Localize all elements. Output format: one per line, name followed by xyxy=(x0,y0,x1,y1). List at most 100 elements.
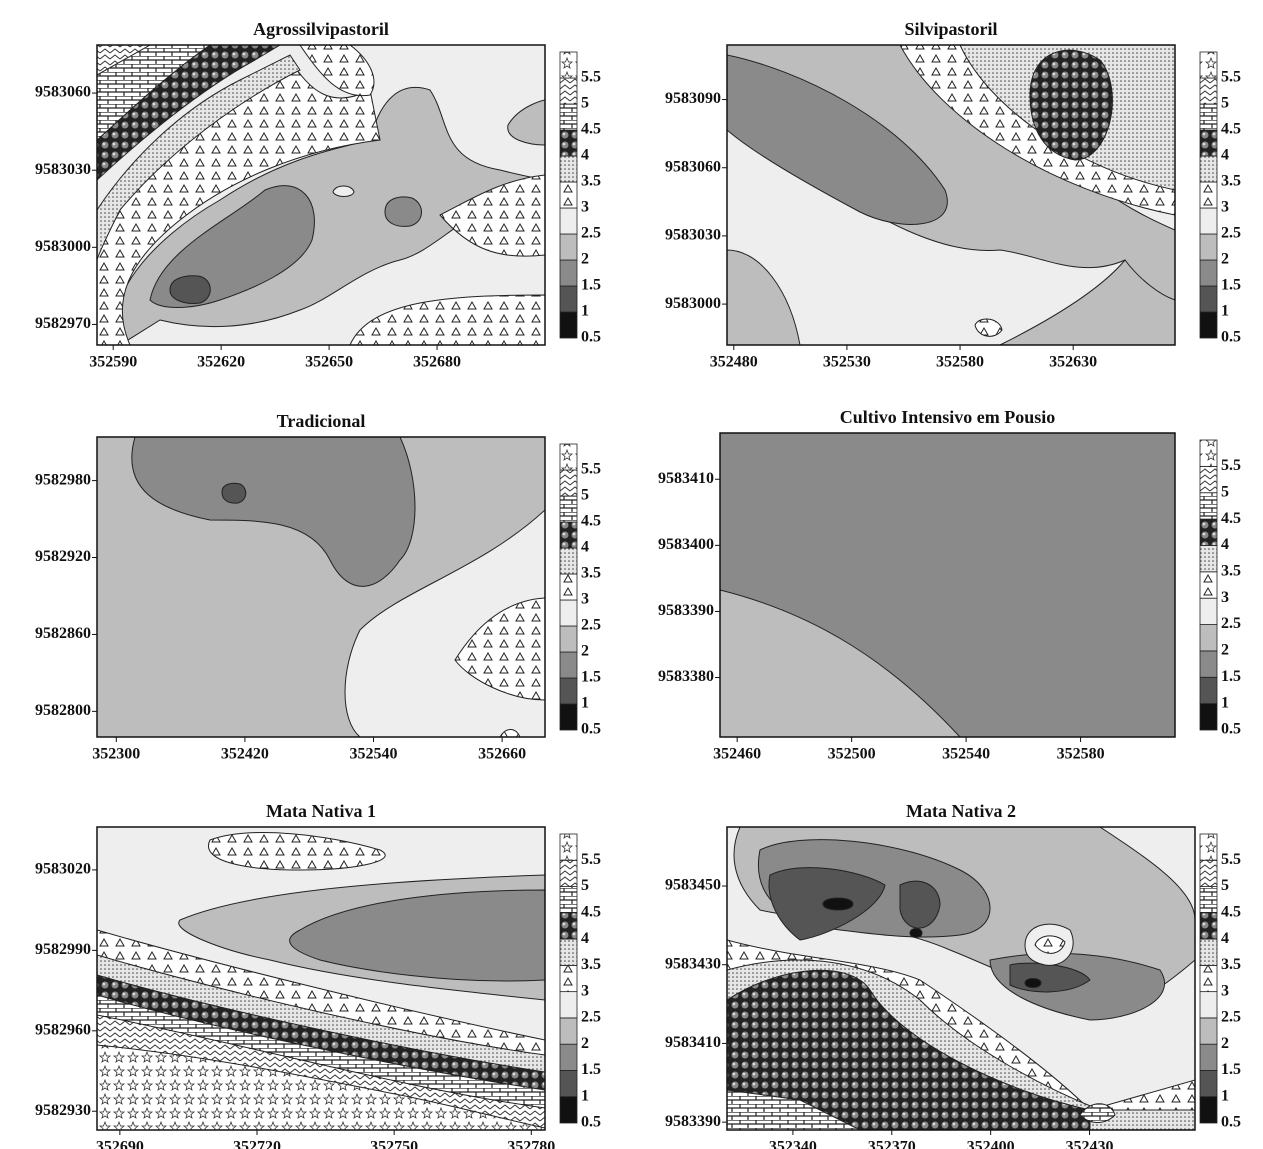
colorbar-bin xyxy=(1199,938,1218,966)
contour-area xyxy=(727,827,1195,1130)
y-tick-label: 9582980 xyxy=(35,471,91,488)
y-tick-label: 9582960 xyxy=(35,1021,91,1038)
colorbar-label: 5 xyxy=(1221,95,1229,112)
colorbar-bin xyxy=(1199,650,1218,678)
contour-region xyxy=(384,196,422,227)
colorbar-bin xyxy=(1199,103,1218,131)
colorbar-bin xyxy=(1199,703,1218,731)
y-tick-label: 9582930 xyxy=(35,1102,91,1119)
y-tick-label: 9583390 xyxy=(658,602,714,619)
colorbar-label: 5.5 xyxy=(1221,69,1241,86)
contour-region xyxy=(1024,978,1042,988)
x-tick-label: 352650 xyxy=(305,354,353,371)
colorbar-label: 5 xyxy=(581,487,589,504)
colorbar-bin xyxy=(559,1070,578,1098)
x-tick-label: 352370 xyxy=(868,1139,916,1149)
colorbar-bin xyxy=(559,469,578,497)
x-tick-label: 352680 xyxy=(413,354,461,371)
plot-frame xyxy=(96,44,546,346)
x-tick-label: 352460 xyxy=(713,746,761,763)
colorbar-bin xyxy=(1199,991,1218,1019)
contour-region xyxy=(299,45,375,97)
plot-frame xyxy=(726,44,1176,346)
contour-region xyxy=(999,259,1175,345)
colorbar-bin xyxy=(559,51,578,79)
colorbar-label: 5.5 xyxy=(1221,457,1241,474)
y-tick-label: 9583410 xyxy=(658,470,714,487)
colorbar-label: 4 xyxy=(581,147,589,164)
x-tick-label: 352300 xyxy=(92,746,140,763)
colorbar-label: 5 xyxy=(581,877,589,894)
colorbar-bin xyxy=(559,964,578,993)
colorbar-label: 1 xyxy=(581,1087,589,1104)
x-tick-label: 352340 xyxy=(769,1139,817,1149)
contour-region xyxy=(454,597,545,701)
colorbar-bin xyxy=(1199,518,1218,546)
y-tick-label: 9583390 xyxy=(665,1113,721,1130)
colorbar-label: 4.5 xyxy=(1221,510,1241,527)
colorbar-label: 3 xyxy=(1221,589,1229,606)
colorbar-label: 3 xyxy=(581,591,589,608)
colorbar-label: 0.5 xyxy=(581,721,601,738)
contour-region xyxy=(727,54,948,225)
colorbar-bin xyxy=(559,285,578,313)
colorbar-label: 3 xyxy=(581,199,589,216)
contour-region xyxy=(720,589,961,737)
x-tick-label: 352750 xyxy=(370,1139,418,1149)
colorbar-label: 1.5 xyxy=(581,277,601,294)
colorbar-bin xyxy=(1199,1017,1218,1045)
contour-region xyxy=(289,889,545,982)
contour-region xyxy=(974,318,1003,337)
colorbar-label: 2.5 xyxy=(1221,615,1241,632)
contour-region xyxy=(97,45,152,76)
colorbar-bin xyxy=(559,833,578,861)
colorbar-label: 2.5 xyxy=(581,617,601,634)
colorbar-bin xyxy=(1199,492,1218,520)
colorbar-bin xyxy=(559,677,578,705)
y-tick-label: 9582970 xyxy=(35,315,91,332)
y-tick-label: 9583030 xyxy=(665,227,721,244)
colorbar-bin xyxy=(559,77,578,105)
colorbar-bin xyxy=(559,495,578,523)
x-tick-label: 352540 xyxy=(350,746,398,763)
colorbar-bin xyxy=(1199,465,1218,494)
colorbar-label: 2.5 xyxy=(581,1009,601,1026)
colorbar-label: 4 xyxy=(581,930,589,947)
contour-region xyxy=(221,482,247,504)
colorbar-label: 1.5 xyxy=(1221,1061,1241,1078)
contour-panel: Tradicional 352300 352420 352540 352660 95828… xyxy=(35,411,601,763)
plot-frame xyxy=(96,826,546,1131)
contour-region xyxy=(97,54,301,261)
contour-area xyxy=(97,437,545,737)
chart-title: Mata Nativa 2 xyxy=(906,801,1016,821)
colorbar-bin xyxy=(559,938,578,966)
colorbar-label: 3.5 xyxy=(581,565,601,582)
contour-region xyxy=(507,99,545,146)
chart-title: Tradicional xyxy=(277,411,366,431)
x-tick-label: 352690 xyxy=(96,1139,144,1149)
colorbar-label: 3.5 xyxy=(1221,173,1241,190)
colorbar-bin xyxy=(1199,624,1218,652)
colorbar-label: 3 xyxy=(1221,982,1229,999)
colorbar-bin xyxy=(1199,964,1218,993)
colorbar-label: 4 xyxy=(1221,147,1229,164)
colorbar-bin xyxy=(1199,676,1218,705)
colorbar-label: 2 xyxy=(1221,642,1229,659)
contour-region xyxy=(332,185,355,197)
y-tick-label: 9582990 xyxy=(35,941,91,958)
colorbar-label: 3.5 xyxy=(581,956,601,973)
colorbar-label: 0.5 xyxy=(581,329,601,346)
colorbar-bin xyxy=(1199,233,1218,261)
colorbar-bin xyxy=(1199,181,1218,209)
colorbar-label: 1 xyxy=(1221,1087,1229,1104)
colorbar-label: 4.5 xyxy=(581,121,601,138)
colorbar-label: 5.5 xyxy=(1221,851,1241,868)
colorbar-label: 3.5 xyxy=(1221,562,1241,579)
colorbar-bin xyxy=(559,259,578,287)
contour-region xyxy=(727,969,1091,1130)
colorbar-bin xyxy=(559,651,578,679)
y-tick-label: 9582860 xyxy=(35,625,91,642)
colorbar-bin xyxy=(1199,1096,1218,1124)
plot-frame xyxy=(96,436,546,738)
colorbar-label: 1 xyxy=(581,303,589,320)
